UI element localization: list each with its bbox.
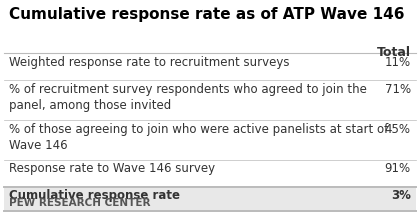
Text: Total: Total bbox=[377, 46, 411, 59]
Text: % of recruitment survey respondents who agreed to join the
panel, among those in: % of recruitment survey respondents who … bbox=[9, 83, 367, 112]
Text: 71%: 71% bbox=[385, 83, 411, 96]
Text: Cumulative response rate as of ATP Wave 146: Cumulative response rate as of ATP Wave … bbox=[9, 7, 404, 22]
Text: 91%: 91% bbox=[385, 162, 411, 175]
Text: Cumulative response rate: Cumulative response rate bbox=[9, 189, 180, 202]
Text: Response rate to Wave 146 survey: Response rate to Wave 146 survey bbox=[9, 162, 215, 175]
Text: PEW RESEARCH CENTER: PEW RESEARCH CENTER bbox=[9, 198, 151, 208]
Bar bbox=[4, 187, 416, 211]
Text: 45%: 45% bbox=[385, 122, 411, 135]
Text: 11%: 11% bbox=[385, 56, 411, 69]
Text: 3%: 3% bbox=[391, 189, 411, 202]
Text: % of those agreeing to join who were active panelists at start of
Wave 146: % of those agreeing to join who were act… bbox=[9, 122, 388, 152]
Text: Weighted response rate to recruitment surveys: Weighted response rate to recruitment su… bbox=[9, 56, 290, 69]
